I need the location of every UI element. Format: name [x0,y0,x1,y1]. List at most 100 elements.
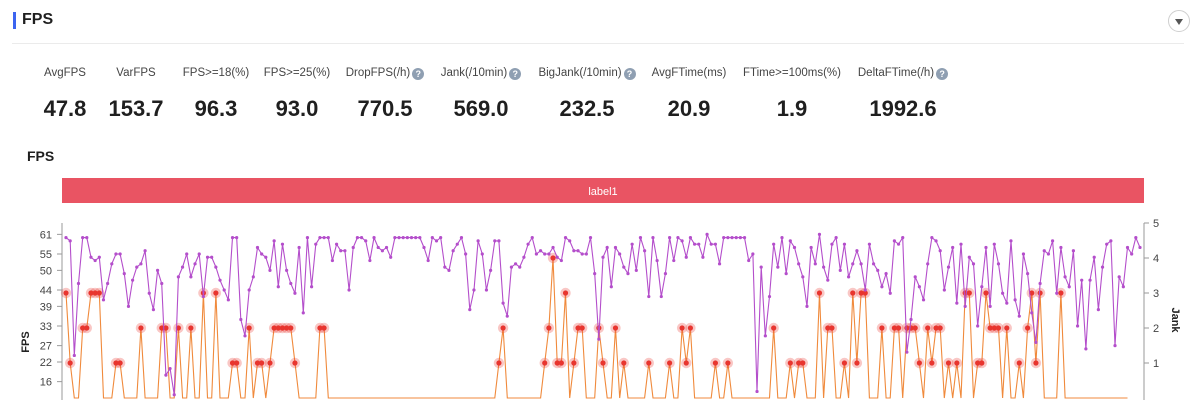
fps-point[interactable] [243,334,247,338]
jank-marker[interactable] [966,290,972,296]
fps-point[interactable] [647,294,651,299]
fps-point[interactable] [226,298,230,302]
fps-point[interactable] [339,249,343,253]
fps-point[interactable] [1113,344,1117,348]
fps-point[interactable] [1021,252,1026,256]
fps-point[interactable] [401,236,405,240]
fps-point[interactable] [484,288,489,292]
fps-point[interactable] [276,285,280,289]
fps-point[interactable] [318,236,322,240]
jank-marker[interactable] [84,325,90,331]
fps-point[interactable] [788,239,792,243]
fps-point[interactable] [1084,347,1088,351]
fps-point[interactable] [1067,285,1071,289]
fps-point[interactable] [584,252,588,256]
fps-point[interactable] [1026,272,1030,276]
fps-point[interactable] [588,236,593,240]
fps-point[interactable] [742,236,747,240]
fps-point[interactable] [1075,324,1080,328]
jank-marker[interactable] [63,290,69,296]
fps-point[interactable] [376,245,380,250]
fps-point[interactable] [185,252,189,256]
fps-point[interactable] [851,262,855,266]
fps-point[interactable] [942,288,946,292]
fps-point[interactable] [930,236,934,240]
fps-point[interactable] [1046,252,1051,256]
jank-marker[interactable] [891,325,897,331]
fps-point[interactable] [534,252,538,256]
fps-point[interactable] [538,249,543,253]
jank-marker[interactable] [546,325,552,331]
fps-point[interactable] [89,255,93,259]
fps-point[interactable] [859,262,863,266]
fps-point[interactable] [147,291,151,295]
fps-point[interactable] [530,236,534,240]
jank-marker[interactable] [254,360,261,366]
fps-point[interactable] [106,281,110,286]
fps-point[interactable] [713,242,717,246]
fps-point[interactable] [230,236,235,240]
jank-marker[interactable] [825,325,831,331]
jank-marker[interactable] [895,325,902,331]
fps-point[interactable] [730,236,734,240]
fps-point[interactable] [426,258,430,263]
fps-point[interactable] [501,301,505,305]
fps-point[interactable] [297,245,301,250]
jank-marker[interactable] [983,290,989,296]
fps-point[interactable] [472,288,476,292]
jank-marker[interactable] [1004,325,1010,331]
fps-point[interactable] [1063,275,1067,279]
jank-marker[interactable] [571,360,577,366]
fps-point[interactable] [1117,275,1121,279]
fps-point[interactable] [459,236,464,240]
fps-point[interactable] [926,262,930,266]
fps-point[interactable] [867,242,872,246]
fps-point[interactable] [568,239,572,243]
fps-point[interactable] [992,242,996,246]
jank-marker[interactable] [796,360,802,366]
fps-point[interactable] [139,262,143,266]
fps-point[interactable] [210,255,214,259]
fps-point[interactable] [634,268,638,272]
fps-point[interactable] [101,298,106,302]
fps-point[interactable] [917,285,921,289]
fps-point[interactable] [593,272,597,276]
fps-point[interactable] [747,258,751,263]
fps-point[interactable] [81,236,85,240]
fps-point[interactable] [447,268,451,272]
fps-point[interactable] [489,268,493,272]
fps-point[interactable] [214,265,218,269]
fps-point[interactable] [684,255,688,259]
fps-point[interactable] [126,304,131,308]
fps-point[interactable] [705,232,709,236]
fps-point[interactable] [1005,301,1009,305]
jank-marker[interactable] [829,325,835,331]
fps-point[interactable] [255,245,260,250]
fps-point[interactable] [680,239,684,243]
fps-point[interactable] [451,249,455,253]
fps-point[interactable] [551,245,555,250]
help-icon[interactable]: ? [623,68,636,80]
fps-point[interactable] [1009,239,1013,243]
fps-point[interactable] [218,278,222,282]
jank-marker[interactable] [679,325,685,331]
jank-marker[interactable] [933,325,939,331]
jank-marker[interactable] [646,360,652,366]
fps-point[interactable] [776,265,780,269]
fps-point[interactable] [751,252,755,256]
fps-point[interactable] [905,350,909,354]
fps-point[interactable] [976,324,980,328]
fps-point[interactable] [709,242,713,246]
fps-point[interactable] [676,236,680,240]
fps-point[interactable] [351,245,355,250]
label-band[interactable] [62,178,1144,203]
jank-marker[interactable] [683,360,689,366]
fps-point[interactable] [430,236,434,240]
fps-point[interactable] [93,258,97,263]
fps-point[interactable] [393,236,397,240]
jank-marker[interactable] [138,325,144,331]
fps-point[interactable] [1109,239,1113,243]
jank-marker[interactable] [1016,360,1022,366]
fps-point[interactable] [784,272,788,276]
fps-point[interactable] [655,258,659,263]
